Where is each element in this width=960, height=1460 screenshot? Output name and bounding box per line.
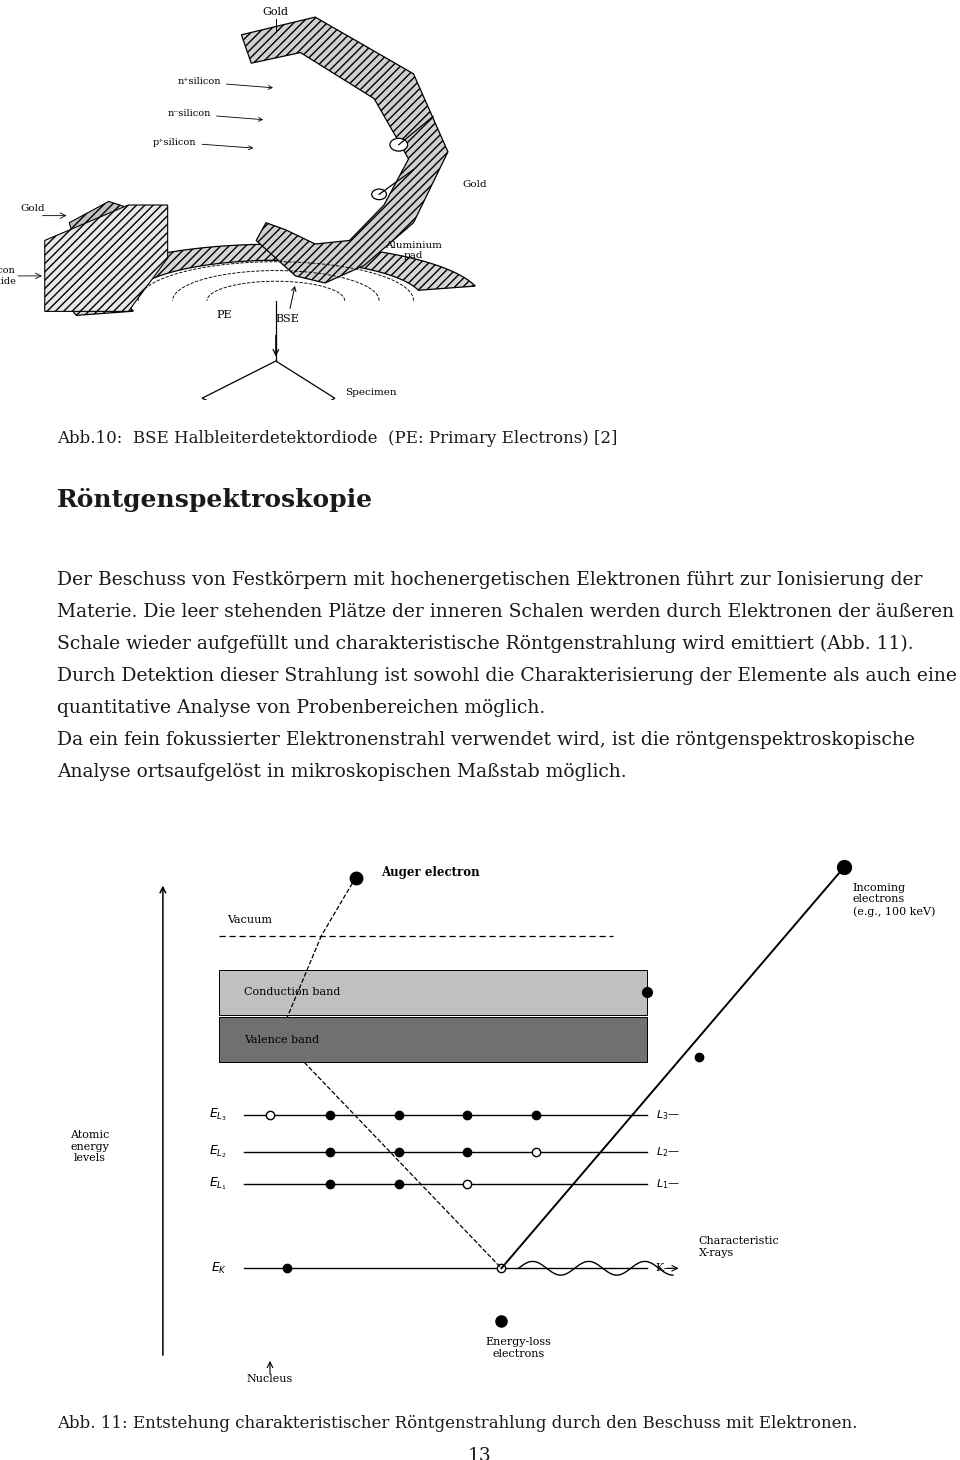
Text: 13: 13	[468, 1447, 492, 1460]
Text: Incoming
electrons
(e.g., 100 keV): Incoming electrons (e.g., 100 keV)	[852, 883, 935, 917]
Polygon shape	[241, 18, 448, 283]
Text: Valence band: Valence band	[244, 1035, 320, 1045]
Text: Energy-loss
electrons: Energy-loss electrons	[486, 1337, 551, 1358]
Text: n⁺silicon: n⁺silicon	[178, 77, 272, 89]
Text: Gold: Gold	[20, 204, 45, 213]
Text: n⁻silicon: n⁻silicon	[168, 110, 262, 121]
Text: $E_{L_1}$: $E_{L_1}$	[209, 1175, 228, 1191]
Text: Aluminium
pad: Aluminium pad	[385, 241, 442, 260]
Text: Abb.10:  BSE Halbleiterdetektordiode  (PE: Primary Electrons) [2]: Abb.10: BSE Halbleiterdetektordiode (PE:…	[57, 431, 617, 447]
Text: Schale wieder aufgefüllt und charakteristische Röntgenstrahlung wird emittiert (: Schale wieder aufgefüllt und charakteris…	[57, 635, 914, 653]
Polygon shape	[203, 361, 335, 432]
Text: Da ein fein fokussierter Elektronenstrahl verwendet wird, ist die röntgenspektro: Da ein fein fokussierter Elektronenstrah…	[57, 731, 915, 749]
Text: PE: PE	[217, 311, 232, 320]
FancyBboxPatch shape	[219, 969, 647, 1015]
Polygon shape	[69, 244, 475, 315]
Polygon shape	[69, 201, 157, 266]
FancyBboxPatch shape	[219, 1018, 647, 1063]
Text: Der Beschuss von Festkörpern mit hochenergetischen Elektronen führt zur Ionisier: Der Beschuss von Festkörpern mit hochene…	[57, 571, 923, 588]
Text: BSE: BSE	[276, 286, 300, 324]
Text: $E_K$: $E_K$	[211, 1261, 228, 1276]
Circle shape	[390, 139, 408, 150]
Text: $L_2$—: $L_2$—	[656, 1145, 680, 1159]
Text: Gold: Gold	[463, 180, 488, 190]
Text: Vacuum: Vacuum	[228, 915, 272, 926]
Text: Materie. Die leer stehenden Plätze der inneren Schalen werden durch Elektronen d: Materie. Die leer stehenden Plätze der i…	[57, 603, 954, 620]
Text: $L_1$—: $L_1$—	[656, 1177, 680, 1191]
Text: Analyse ortsaufgelöst in mikroskopischen Maßstab möglich.: Analyse ortsaufgelöst in mikroskopischen…	[57, 764, 627, 781]
Text: $L_3$—: $L_3$—	[656, 1108, 680, 1123]
Text: Nucleus: Nucleus	[247, 1374, 293, 1384]
Text: Durch Detektion dieser Strahlung ist sowohl die Charakterisierung der Elemente a: Durch Detektion dieser Strahlung ist sow…	[57, 667, 957, 685]
Text: Conduction band: Conduction band	[244, 987, 341, 997]
Text: Specimen: Specimen	[345, 388, 396, 397]
Text: Characteristic
X-rays: Characteristic X-rays	[699, 1237, 780, 1259]
Text: $E_{L_3}$: $E_{L_3}$	[209, 1107, 228, 1123]
Text: Auger electron: Auger electron	[381, 866, 480, 879]
Text: Silicon
dioxide: Silicon dioxide	[0, 266, 16, 286]
Text: Gold: Gold	[263, 7, 289, 18]
Text: Röntgenspektroskopie: Röntgenspektroskopie	[57, 488, 373, 512]
Text: p⁺silicon: p⁺silicon	[153, 137, 252, 149]
Text: quantitative Analyse von Probenbereichen möglich.: quantitative Analyse von Probenbereichen…	[57, 699, 545, 717]
Text: K—: K—	[656, 1263, 675, 1273]
Text: Atomic
energy
levels: Atomic energy levels	[70, 1130, 109, 1164]
Text: $E_{L_2}$: $E_{L_2}$	[209, 1143, 228, 1161]
Circle shape	[372, 188, 387, 200]
Text: Abb. 11: Entstehung charakteristischer Röntgenstrahlung durch den Beschuss mit E: Abb. 11: Entstehung charakteristischer R…	[57, 1415, 857, 1432]
Polygon shape	[45, 204, 168, 311]
